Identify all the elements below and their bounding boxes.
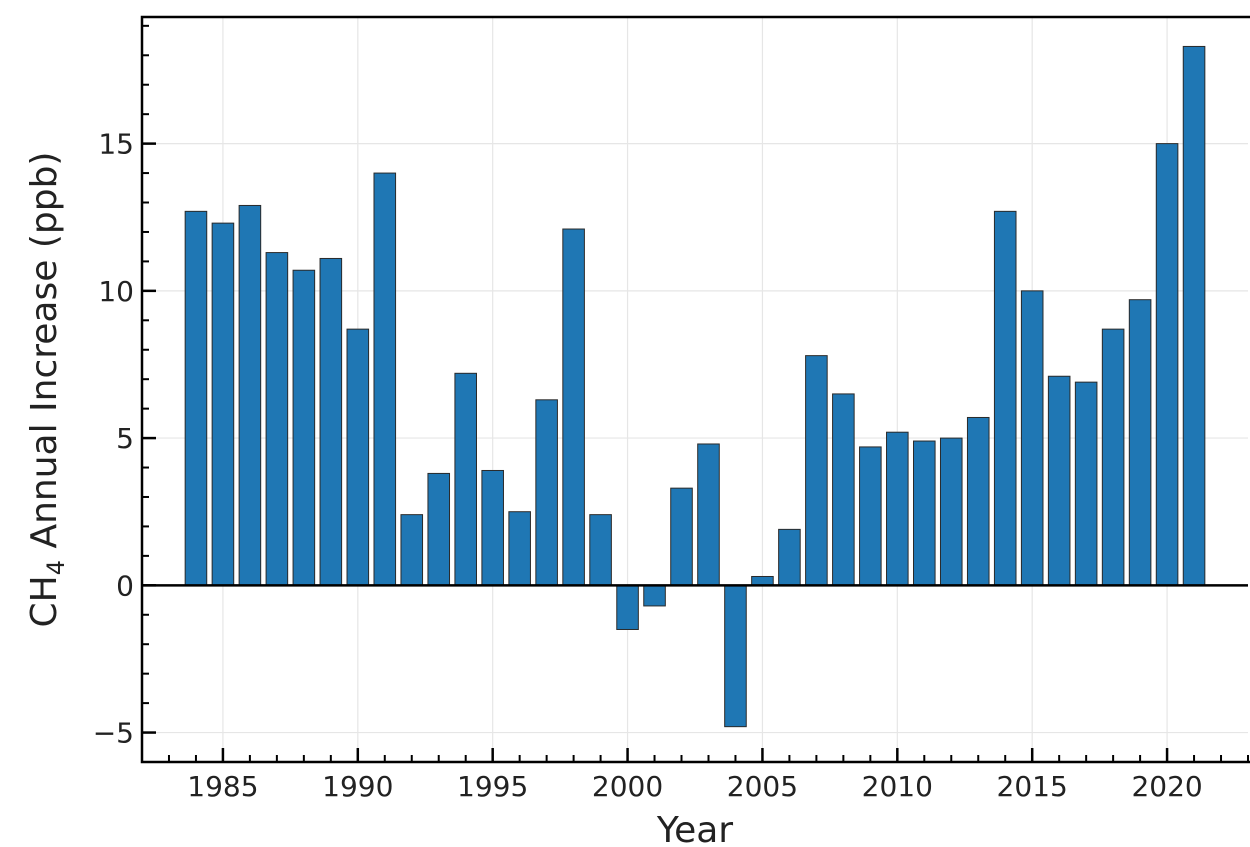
bar-1985 xyxy=(211,222,235,586)
bar-2018 xyxy=(1101,328,1125,586)
y-axis-label-subscript: 4 xyxy=(42,560,70,575)
bar-1984 xyxy=(184,210,208,586)
bar-2009 xyxy=(859,446,882,586)
bar-2006 xyxy=(778,528,801,586)
bar-2015 xyxy=(1020,290,1044,586)
bar-1999 xyxy=(589,514,612,586)
bar-2020 xyxy=(1155,143,1179,586)
bar-2014 xyxy=(993,210,1017,586)
y-tick-label: 15 xyxy=(98,128,134,161)
x-tick-label: 2020 xyxy=(1131,770,1202,803)
bar-1992 xyxy=(400,514,424,586)
y-tick-label: 5 xyxy=(116,422,134,455)
bar-2012 xyxy=(939,437,963,586)
bar-2017 xyxy=(1074,381,1098,586)
x-tick-label: 1985 xyxy=(187,770,258,803)
bar-2002 xyxy=(670,487,693,586)
bar-2004 xyxy=(724,584,747,728)
x-tick-label: 1990 xyxy=(322,770,393,803)
x-tick-label: 2015 xyxy=(997,770,1068,803)
y-axis-label-suffix: Annual Increase (ppb) xyxy=(24,152,65,560)
bar-1995 xyxy=(481,469,504,586)
y-axis-label-prefix: CH xyxy=(24,575,65,627)
y-tick-label: −5 xyxy=(93,717,134,750)
y-tick-labels: −5 0 5 10 15 xyxy=(93,128,134,750)
plot-frame xyxy=(140,15,1250,764)
bar-2013 xyxy=(966,416,990,586)
bar-2001 xyxy=(643,584,666,607)
bar-2010 xyxy=(886,431,909,586)
x-tick-label: 2000 xyxy=(592,770,663,803)
y-tick-label: 10 xyxy=(98,275,134,308)
bar-1996 xyxy=(508,511,531,586)
x-tick-label: 2005 xyxy=(727,770,798,803)
bar-2005 xyxy=(751,575,774,586)
bar-2007 xyxy=(805,355,828,586)
bar-2011 xyxy=(913,440,936,586)
x-tick-label: 2010 xyxy=(862,770,933,803)
bar-1989 xyxy=(319,257,343,586)
y-tick-label: 0 xyxy=(116,569,134,602)
bar-1997 xyxy=(535,399,558,586)
bar-1991 xyxy=(373,172,397,586)
bar-2019 xyxy=(1128,299,1152,586)
bar-2008 xyxy=(832,393,855,586)
y-axis-label: CH4 Annual Increase (ppb) xyxy=(24,152,70,628)
bar-1986 xyxy=(238,204,262,586)
bar-2000 xyxy=(616,584,639,630)
x-axis-label: Year xyxy=(656,810,733,847)
bar-1987 xyxy=(265,252,289,586)
bar-2021 xyxy=(1182,45,1206,586)
x-tick-label: 1995 xyxy=(457,770,528,803)
bars xyxy=(184,45,1206,728)
x-tick-labels: 1985 1990 1995 2000 2005 2010 2015 2020 xyxy=(187,770,1202,803)
bar-2016 xyxy=(1047,375,1071,586)
bar-1998 xyxy=(562,228,585,586)
axis-ticks xyxy=(141,24,1249,763)
bar-2003 xyxy=(697,443,720,586)
bar-1990 xyxy=(346,328,370,586)
bar-1993 xyxy=(427,472,451,586)
bar-1988 xyxy=(292,269,316,586)
bar-1994 xyxy=(454,372,477,586)
